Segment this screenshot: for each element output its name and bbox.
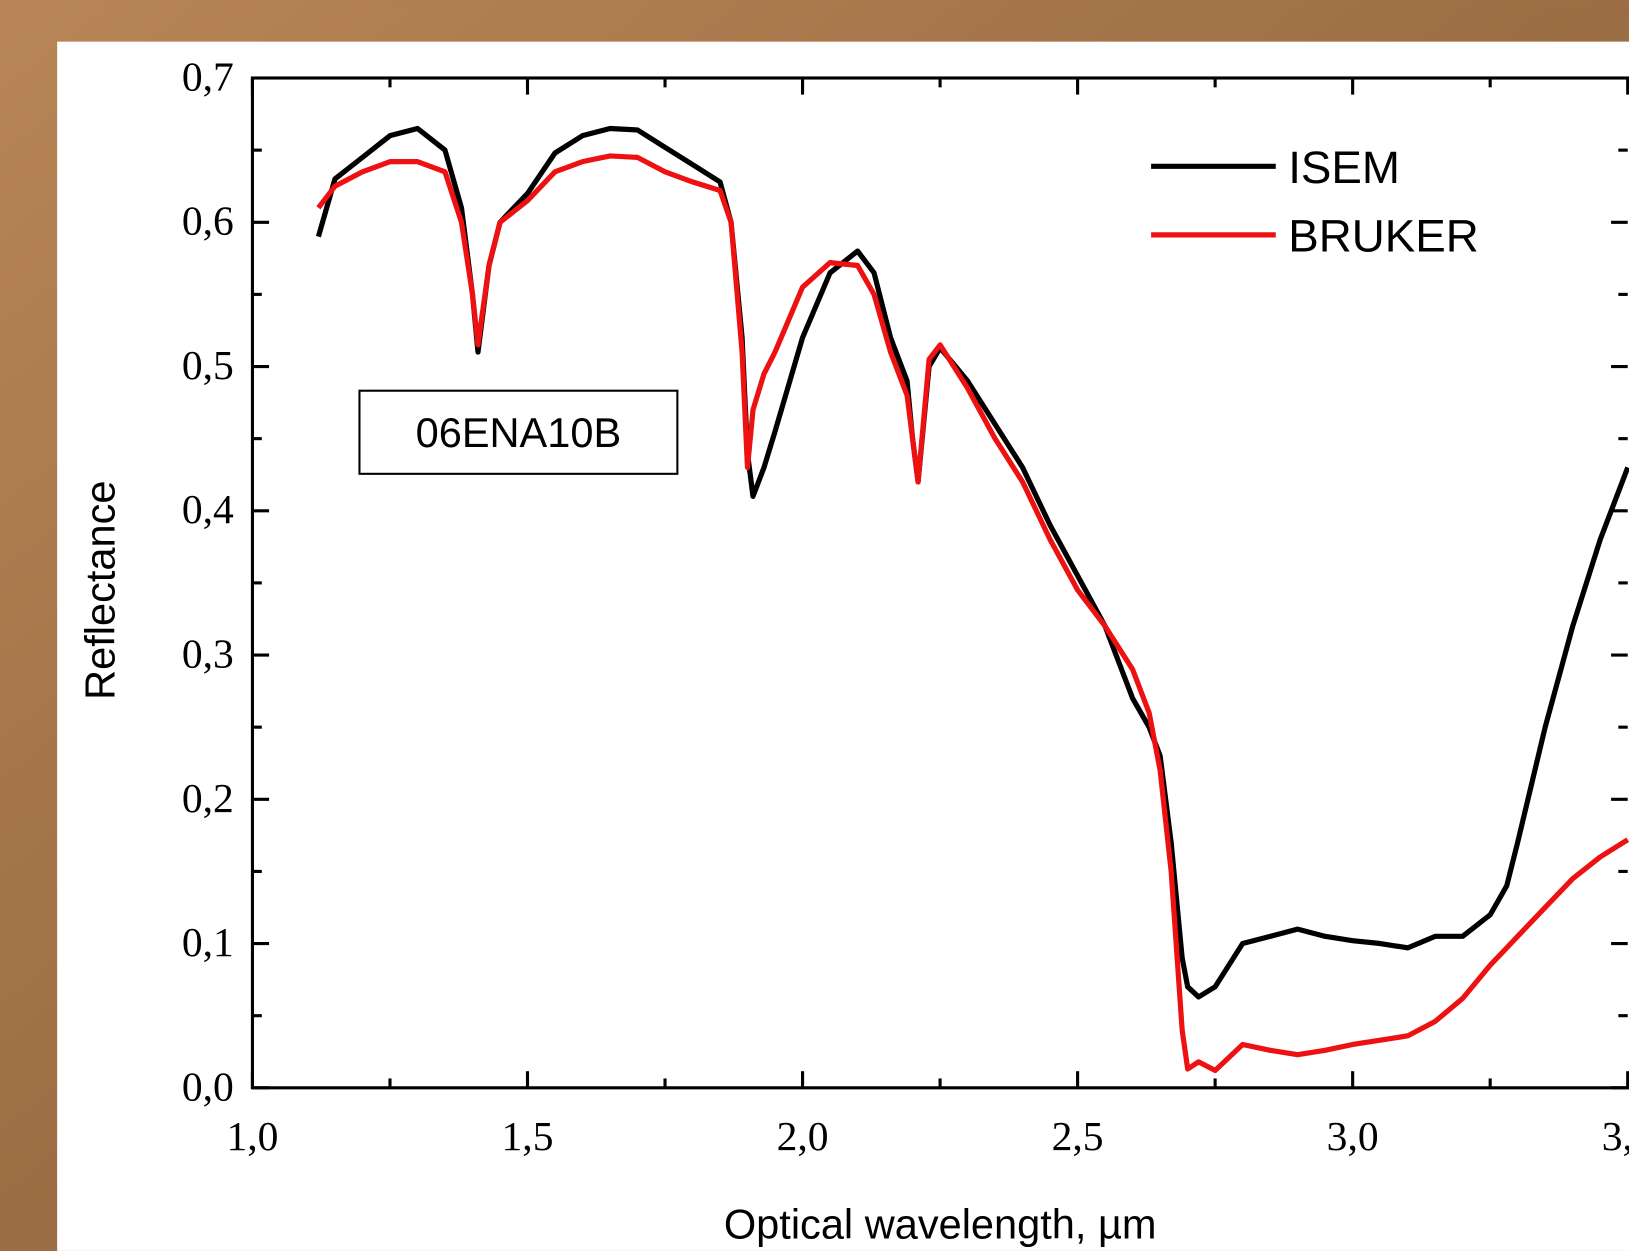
y-tick-label: 0,4: [182, 486, 234, 532]
panel: [57, 41, 1629, 1251]
x-tick-label: 2,5: [1052, 1113, 1104, 1159]
x-tick-label: 3,0: [1327, 1113, 1379, 1159]
annotation: 06ENA10B: [416, 409, 622, 456]
x-tick-label: 2,0: [777, 1113, 829, 1159]
y-tick-label: 0,0: [182, 1063, 234, 1109]
annotation-box: [358, 389, 679, 475]
x-tick-label: 3,5: [1602, 1113, 1629, 1159]
y-tick-label: 0,7: [182, 53, 234, 99]
series-line: [316, 153, 1629, 1074]
legend-label: ISEM: [1288, 142, 1400, 193]
y-tick-label: 0,5: [182, 342, 234, 388]
x-tick-label: 1,5: [502, 1113, 554, 1159]
x-axis-label: Optical wavelength, µm: [724, 1200, 1157, 1247]
y-tick-label: 0,6: [182, 198, 234, 244]
y-axis-label: Reflectance: [76, 480, 123, 699]
y-tick-label: 0,2: [182, 775, 234, 821]
y-tick-label: 0,3: [182, 631, 234, 677]
legend-label: BRUKER: [1288, 210, 1478, 261]
y-tick-label: 0,1: [182, 919, 234, 965]
x-tick-label: 1,0: [226, 1113, 278, 1159]
